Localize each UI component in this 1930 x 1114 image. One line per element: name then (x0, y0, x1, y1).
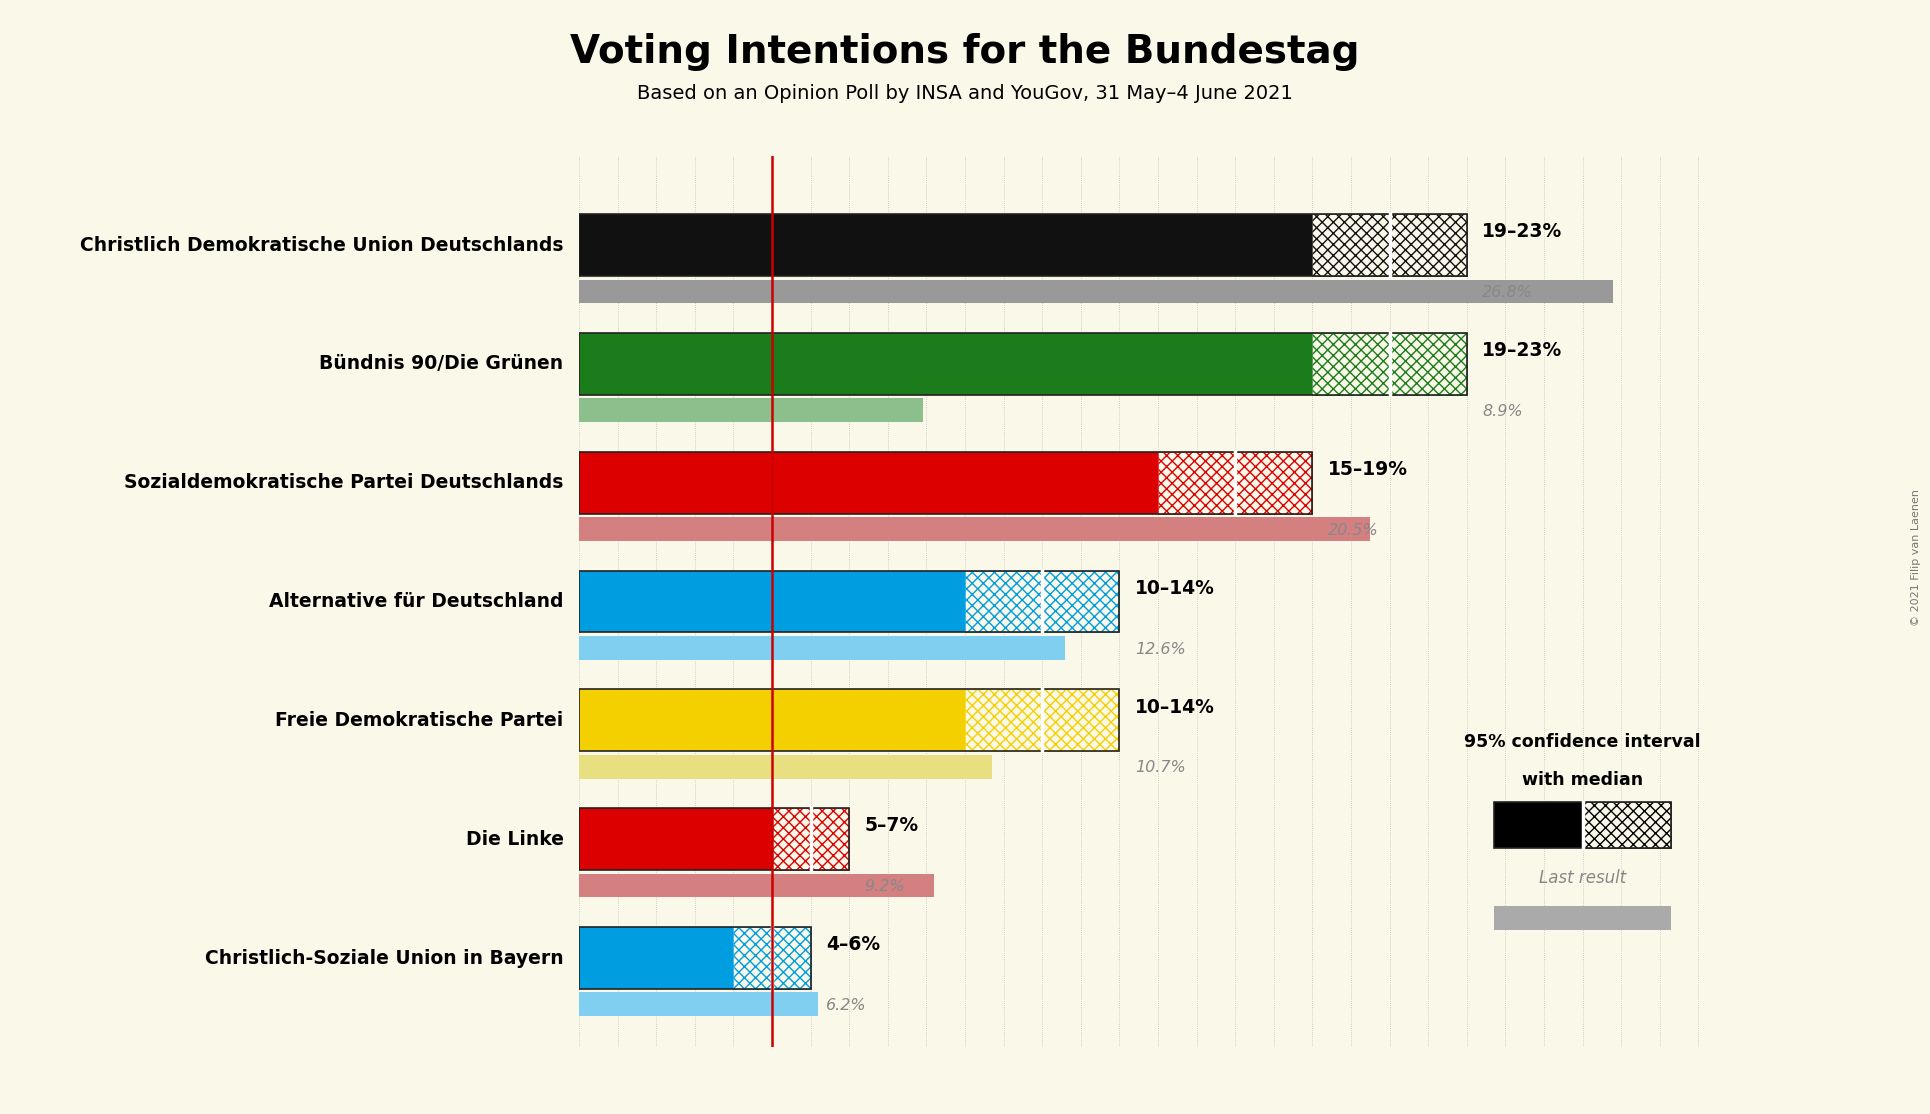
Bar (579, 214, 1467, 276)
Bar (1312, 333, 1467, 394)
Text: 20.5%: 20.5% (1328, 522, 1378, 538)
Text: 8.9%: 8.9% (1482, 404, 1523, 419)
Bar (579, 214, 1312, 276)
Text: © 2021 Filip van Laenen: © 2021 Filip van Laenen (1911, 489, 1922, 625)
Text: Die Linke: Die Linke (465, 830, 564, 849)
Text: 12.6%: 12.6% (1135, 642, 1185, 656)
Bar (579, 333, 1467, 394)
Text: Sozialdemokratische Partei Deutschlands: Sozialdemokratische Partei Deutschlands (124, 473, 564, 492)
Bar (579, 927, 811, 989)
Text: 26.8%: 26.8% (1482, 285, 1532, 300)
Text: 10–14%: 10–14% (1135, 578, 1214, 598)
Bar (1312, 214, 1467, 276)
Bar (772, 809, 849, 870)
Bar (1494, 802, 1583, 848)
Text: 9.2%: 9.2% (865, 879, 905, 895)
Text: 4–6%: 4–6% (826, 935, 880, 955)
Text: 5–7%: 5–7% (865, 817, 919, 836)
Bar (579, 280, 1613, 303)
Bar (1158, 452, 1312, 514)
Text: 15–19%: 15–19% (1328, 460, 1407, 479)
Bar (1494, 802, 1671, 848)
Text: 19–23%: 19–23% (1482, 341, 1563, 360)
Text: Christlich-Soziale Union in Bayern: Christlich-Soziale Union in Bayern (205, 948, 564, 968)
Bar (579, 399, 923, 422)
Text: 95% confidence interval: 95% confidence interval (1465, 733, 1700, 751)
Bar (579, 755, 992, 779)
Text: Bündnis 90/Die Grünen: Bündnis 90/Die Grünen (320, 354, 564, 373)
Bar (1494, 906, 1671, 929)
Text: Voting Intentions for the Bundestag: Voting Intentions for the Bundestag (569, 33, 1361, 71)
Text: 10.7%: 10.7% (1135, 761, 1185, 775)
Bar (579, 927, 733, 989)
Bar (579, 690, 965, 751)
Text: Christlich Demokratische Union Deutschlands: Christlich Demokratische Union Deutschla… (79, 235, 564, 255)
Bar (772, 809, 849, 870)
Text: with median: with median (1523, 771, 1642, 789)
Bar (965, 570, 1119, 633)
Bar (579, 570, 1119, 633)
Bar (1312, 214, 1467, 276)
Text: 6.2%: 6.2% (826, 998, 867, 1013)
Bar (965, 690, 1119, 751)
Bar (579, 873, 934, 898)
Bar (579, 809, 772, 870)
Bar (733, 927, 811, 989)
Text: Based on an Opinion Poll by INSA and YouGov, 31 May–4 June 2021: Based on an Opinion Poll by INSA and You… (637, 84, 1293, 102)
Text: 10–14%: 10–14% (1135, 697, 1214, 716)
Bar (579, 636, 1065, 659)
Bar (579, 333, 1312, 394)
Text: 19–23%: 19–23% (1482, 222, 1563, 242)
Bar (579, 809, 849, 870)
Bar (579, 452, 1158, 514)
Bar (965, 690, 1119, 751)
Bar (965, 570, 1119, 633)
Bar (1583, 802, 1671, 848)
Bar (579, 517, 1370, 541)
Bar (579, 570, 965, 633)
Bar (1158, 452, 1312, 514)
Text: Last result: Last result (1538, 869, 1627, 888)
Bar (579, 452, 1312, 514)
Bar (733, 927, 811, 989)
Bar (579, 993, 818, 1016)
Text: Alternative für Deutschland: Alternative für Deutschland (268, 592, 564, 612)
Bar (579, 690, 1119, 751)
Text: Freie Demokratische Partei: Freie Demokratische Partei (276, 711, 564, 730)
Bar (1312, 333, 1467, 394)
Bar (1583, 802, 1671, 848)
